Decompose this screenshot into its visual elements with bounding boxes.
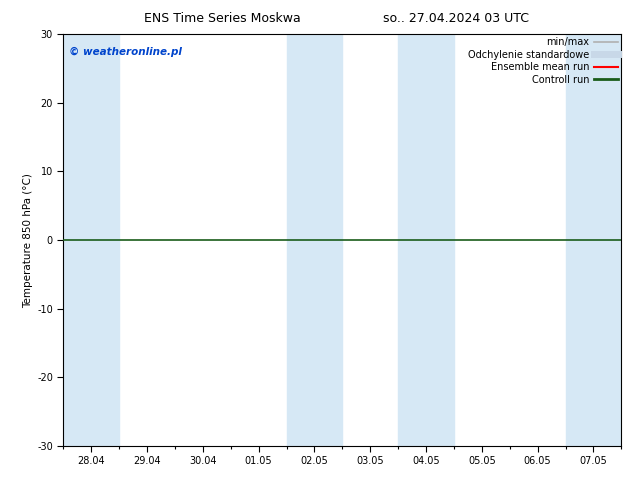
Bar bbox=[287, 34, 342, 446]
Y-axis label: Temperature 850 hPa (°C): Temperature 850 hPa (°C) bbox=[23, 172, 33, 308]
Text: ENS Time Series Moskwa: ENS Time Series Moskwa bbox=[143, 12, 301, 25]
Bar bbox=[398, 34, 454, 446]
Bar bbox=[566, 34, 621, 446]
Text: © weatheronline.pl: © weatheronline.pl bbox=[69, 47, 182, 57]
Bar bbox=[63, 34, 119, 446]
Text: so.. 27.04.2024 03 UTC: so.. 27.04.2024 03 UTC bbox=[384, 12, 529, 25]
Legend: min/max, Odchylenie standardowe, Ensemble mean run, Controll run: min/max, Odchylenie standardowe, Ensembl… bbox=[468, 37, 618, 84]
